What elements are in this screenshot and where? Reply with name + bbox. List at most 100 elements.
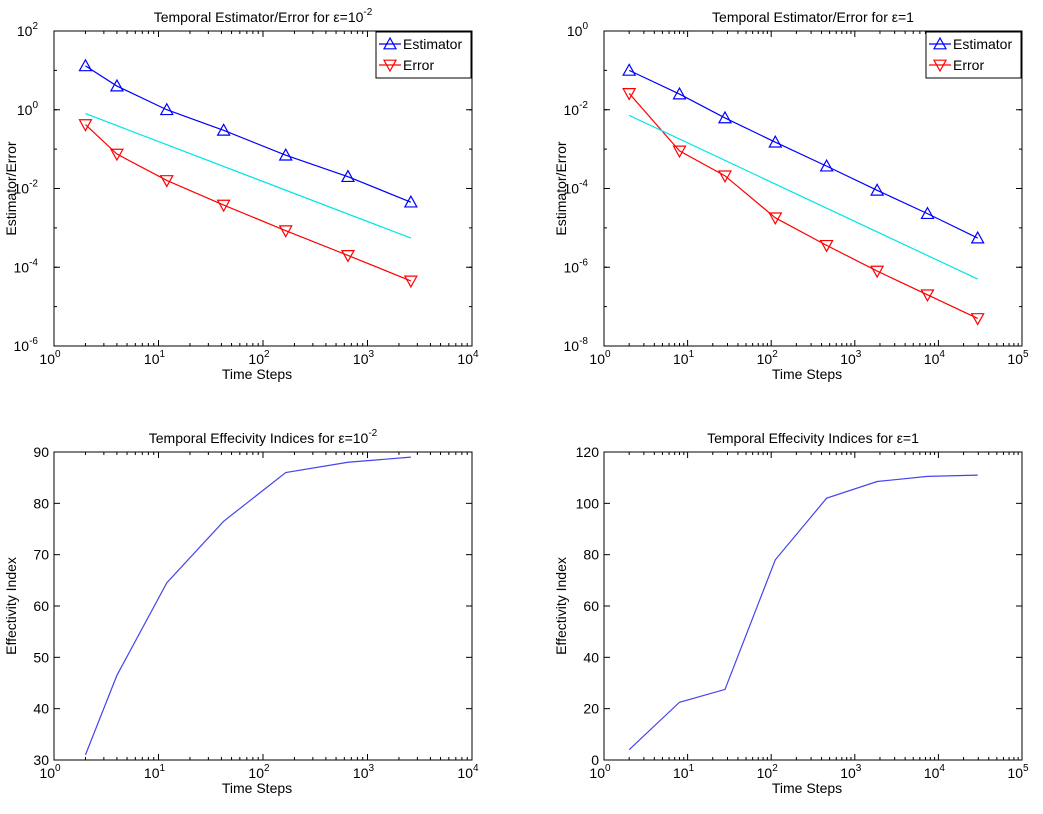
y-tick-label: 10-6: [14, 336, 39, 354]
y-tick-label: 80: [33, 495, 49, 511]
series-estimator: [622, 63, 985, 244]
data-point-marker: [870, 265, 885, 279]
data-point-marker: [340, 249, 355, 263]
chart-panel-1: 100 101 102 103 104 10-6 10-4 10-2 100 102 Tempora…: [3, 7, 479, 382]
data-point-marker: [403, 194, 418, 208]
data-point-marker: [278, 147, 293, 161]
x-tick-label: 100: [39, 349, 61, 367]
y-axis-label: Estimator/Error: [3, 141, 19, 235]
legend: Estimator Error: [925, 31, 1022, 79]
legend-box: [925, 31, 1022, 79]
x-tick-label: 105: [1007, 763, 1029, 781]
data-point-marker: [278, 225, 293, 238]
x-tick-label: 102: [757, 763, 779, 781]
y-tick-label: 10-4: [14, 257, 39, 275]
x-tick-label: 101: [673, 763, 695, 781]
data-point-marker: [159, 102, 174, 116]
y-tick-label: 10-2: [14, 179, 39, 197]
x-tick-label: 104: [924, 763, 946, 781]
y-tick-label: 20: [583, 701, 599, 717]
legend-box: [375, 31, 472, 79]
series-estimator: [78, 58, 418, 208]
y-tick-label: 100: [17, 100, 39, 118]
data-point-marker: [109, 78, 124, 92]
chart-panel-4: 100 101 102 103 104 105 0 20 40 60 80 100 120 Tempora…: [553, 430, 1029, 796]
data-point-marker: [109, 148, 124, 162]
data-point-marker: [403, 275, 418, 289]
legend: Estimator Error: [375, 31, 472, 79]
y-axis-label: Effectivity Index: [3, 557, 19, 655]
y-tick-label: 100: [576, 495, 600, 511]
x-axis-label: Time Steps: [222, 780, 292, 796]
y-tick-label: 70: [33, 547, 49, 563]
y-tick-label: 10-2: [564, 100, 589, 118]
x-tick-label: 103: [840, 763, 862, 781]
legend-label-estimator: Estimator: [953, 36, 1012, 52]
data-point-marker: [622, 63, 637, 76]
x-axis-label: Time Steps: [772, 366, 842, 382]
y-tick-label: 0: [591, 752, 599, 768]
series-line-3: [85, 113, 412, 239]
data-point-marker: [672, 86, 687, 100]
series-line-1: [84, 456, 411, 756]
y-tick-label: 90: [33, 444, 49, 460]
series-error: [622, 88, 985, 326]
y-tick-label: 100: [567, 21, 589, 39]
series-line: [85, 124, 412, 282]
series-line: [628, 69, 978, 239]
data-point-marker: [768, 134, 783, 148]
y-tick-label: 30: [33, 752, 49, 768]
data-point-marker: [340, 169, 355, 183]
data-point-marker: [717, 110, 733, 124]
chart-title: Temporal Estimator/Error for ε=10-2: [154, 7, 373, 25]
legend-marker: [382, 36, 398, 50]
legend-marker: [382, 59, 398, 73]
data-point-marker: [216, 123, 231, 136]
x-tick-label: 102: [248, 349, 270, 367]
data-point-marker: [78, 119, 93, 132]
data-point-marker: [819, 158, 834, 172]
x-tick-label: 102: [248, 763, 270, 781]
x-tick-label: 104: [457, 763, 479, 781]
x-axis-label: Time Steps: [222, 366, 292, 382]
y-tick-label: 50: [33, 649, 49, 665]
data-point-marker: [622, 88, 637, 101]
legend-marker: [932, 36, 948, 50]
data-point-marker: [768, 212, 783, 226]
series-line: [85, 113, 412, 239]
series-line: [84, 456, 411, 756]
y-tick-label: 60: [33, 598, 49, 614]
data-point-marker: [216, 199, 231, 213]
y-tick-label: 40: [33, 701, 49, 717]
x-tick-label: 101: [144, 763, 166, 781]
x-tick-label: 103: [353, 763, 375, 781]
data-point-marker: [970, 313, 985, 326]
x-tick-label: 105: [1007, 349, 1029, 367]
x-tick-label: 104: [924, 349, 946, 367]
data-point-marker: [819, 239, 834, 253]
legend-label-error: Error: [403, 57, 434, 73]
series-line: [85, 65, 412, 203]
data-point-marker: [159, 175, 174, 188]
series-line: [628, 93, 978, 320]
chart-panel-2: 100 101 102 103 104 105 10-8 10-6 10-4 10-2 100 Tem…: [553, 9, 1029, 382]
x-tick-label: 101: [673, 349, 695, 367]
x-tick-label: 103: [840, 349, 862, 367]
x-axis-label: Time Steps: [772, 780, 842, 796]
series-line: [628, 114, 978, 280]
data-point-marker: [870, 183, 885, 196]
data-point-marker: [672, 145, 687, 159]
y-tick-label: 10-8: [564, 336, 589, 354]
y-tick-label: 80: [583, 547, 599, 563]
y-tick-label: 10-6: [564, 257, 589, 275]
x-tick-label: 102: [757, 349, 779, 367]
y-axis-label: Estimator/Error: [553, 141, 569, 235]
chart-title: Temporal Effecivity Indices for ε=1: [707, 430, 919, 446]
legend-label-estimator: Estimator: [403, 36, 462, 52]
x-tick-label: 100: [589, 763, 611, 781]
y-tick-label: 10-4: [564, 179, 589, 197]
data-point-marker: [717, 170, 733, 184]
y-axis-label: Effectivity Index: [553, 557, 569, 655]
x-tick-label: 104: [457, 349, 479, 367]
